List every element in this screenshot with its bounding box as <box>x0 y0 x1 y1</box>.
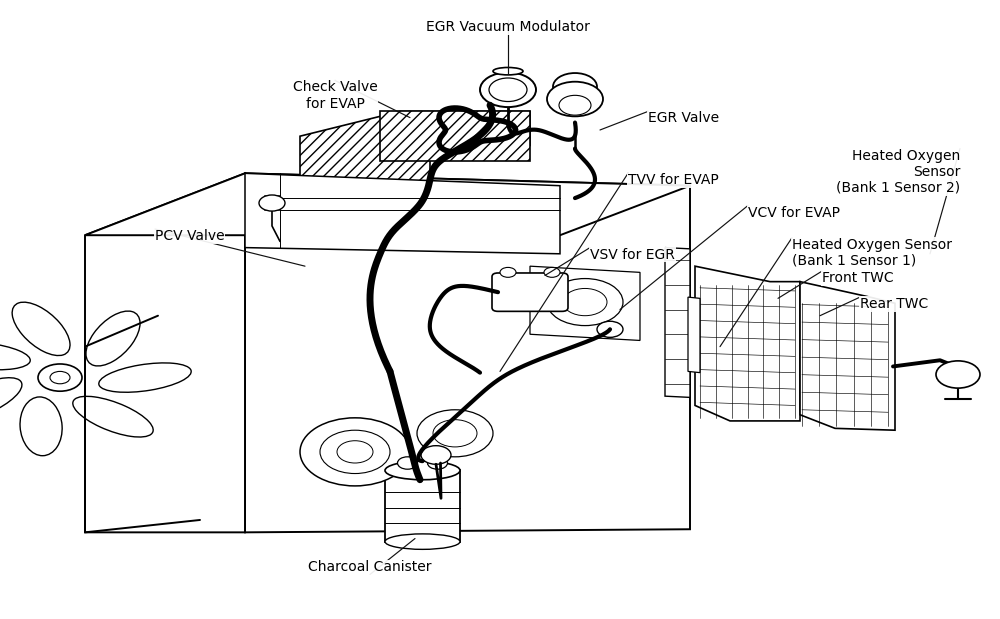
Ellipse shape <box>86 311 140 366</box>
Circle shape <box>259 195 285 211</box>
Circle shape <box>300 418 410 486</box>
Circle shape <box>337 441 373 463</box>
Ellipse shape <box>385 461 460 480</box>
Circle shape <box>553 73 597 100</box>
Circle shape <box>547 82 603 116</box>
Circle shape <box>936 361 980 388</box>
Text: Charcoal Canister: Charcoal Canister <box>308 560 432 574</box>
Text: VSV for EGR: VSV for EGR <box>590 248 675 262</box>
Circle shape <box>38 364 82 391</box>
Text: Rear TWC: Rear TWC <box>860 297 928 311</box>
Ellipse shape <box>99 363 191 392</box>
Text: Check Valve
for EVAP: Check Valve for EVAP <box>293 80 377 111</box>
Polygon shape <box>300 111 530 186</box>
Text: VCV for EVAP: VCV for EVAP <box>748 206 840 220</box>
Circle shape <box>398 457 418 469</box>
Circle shape <box>480 72 536 107</box>
Ellipse shape <box>0 342 30 370</box>
Text: Front TWC: Front TWC <box>822 271 894 285</box>
Polygon shape <box>380 111 530 161</box>
Polygon shape <box>695 266 800 421</box>
Circle shape <box>597 321 623 337</box>
Ellipse shape <box>20 397 62 456</box>
Circle shape <box>50 371 70 384</box>
Circle shape <box>417 410 493 457</box>
Circle shape <box>563 288 607 316</box>
Ellipse shape <box>385 534 460 550</box>
Polygon shape <box>385 470 460 542</box>
Circle shape <box>433 420 477 447</box>
Circle shape <box>421 446 451 464</box>
Text: EGR Valve: EGR Valve <box>648 111 719 126</box>
Polygon shape <box>688 297 700 373</box>
Text: PCV Valve: PCV Valve <box>155 229 225 243</box>
Polygon shape <box>530 266 640 340</box>
Polygon shape <box>245 173 560 254</box>
Circle shape <box>428 457 448 469</box>
Polygon shape <box>85 173 245 532</box>
Ellipse shape <box>0 378 22 421</box>
Circle shape <box>500 267 516 277</box>
Circle shape <box>559 95 591 115</box>
Ellipse shape <box>12 302 70 355</box>
Circle shape <box>544 267 560 277</box>
FancyBboxPatch shape <box>492 273 568 311</box>
Text: Heated Oxygen
Sensor
(Bank 1 Sensor 2): Heated Oxygen Sensor (Bank 1 Sensor 2) <box>836 149 960 195</box>
Circle shape <box>547 279 623 326</box>
Ellipse shape <box>493 67 523 75</box>
Polygon shape <box>245 173 690 532</box>
Circle shape <box>489 78 527 102</box>
Text: EGR Vacuum Modulator: EGR Vacuum Modulator <box>426 20 590 34</box>
Polygon shape <box>665 248 690 397</box>
Text: Heated Oxygen Sensor
(Bank 1 Sensor 1): Heated Oxygen Sensor (Bank 1 Sensor 1) <box>792 238 952 268</box>
Ellipse shape <box>73 396 153 437</box>
Circle shape <box>320 430 390 474</box>
Polygon shape <box>800 282 895 430</box>
Text: TVV for EVAP: TVV for EVAP <box>628 173 719 188</box>
Polygon shape <box>85 173 690 235</box>
